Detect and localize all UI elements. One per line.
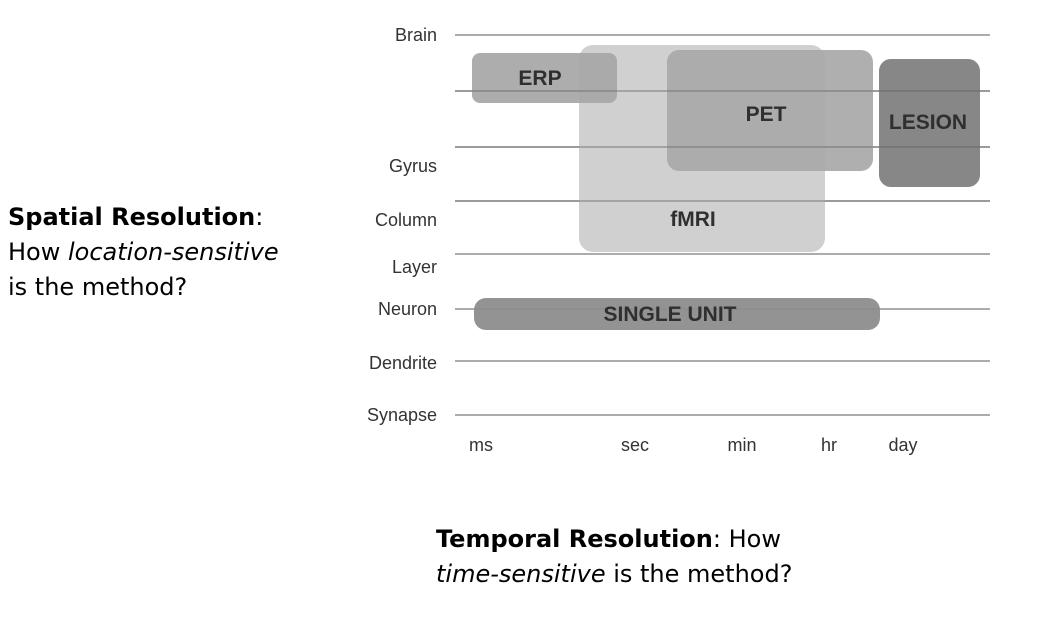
- erp-label: ERP: [518, 67, 561, 90]
- col-label-day: day: [888, 435, 917, 455]
- temporal-caption-emphasis: time-sensitive: [436, 560, 606, 588]
- pet-label: PET: [746, 103, 787, 126]
- spatial-caption-prefix: How: [8, 238, 68, 266]
- col-label-hr: hr: [821, 435, 837, 455]
- spatial-caption-colon: :: [255, 203, 264, 231]
- spatial-caption-line3: is the method?: [8, 273, 188, 301]
- single-unit-box: [474, 298, 880, 330]
- col-label-ms: ms: [469, 435, 493, 455]
- row-label-synapse: Synapse: [367, 405, 437, 425]
- row-label-column: Column: [375, 210, 437, 230]
- row-label-brain: Brain: [395, 25, 437, 45]
- pet-box: [667, 50, 873, 171]
- fmri-label: fMRI: [670, 208, 716, 231]
- lesion-label: LESION: [889, 111, 967, 134]
- spatial-resolution-caption: Spatial Resolution: How location-sensiti…: [8, 200, 348, 305]
- spatial-caption-emphasis: location-sensitive: [68, 238, 279, 266]
- col-label-sec: sec: [621, 435, 649, 455]
- row-label-neuron: Neuron: [378, 299, 437, 319]
- temporal-caption-line2-suffix: is the method?: [605, 560, 793, 588]
- col-label-min: min: [727, 435, 756, 455]
- row-label-layer: Layer: [392, 257, 437, 277]
- temporal-caption-suffix: : How: [712, 525, 781, 553]
- row-label-gyrus: Gyrus: [389, 156, 437, 176]
- temporal-resolution-caption: Temporal Resolution: How time-sensitive …: [436, 522, 906, 592]
- row-label-dendrite: Dendrite: [369, 353, 437, 373]
- spatial-caption-title: Spatial Resolution: [8, 203, 256, 231]
- single-unit-label: SINGLE UNIT: [603, 303, 736, 326]
- temporal-caption-title: Temporal Resolution: [436, 525, 713, 553]
